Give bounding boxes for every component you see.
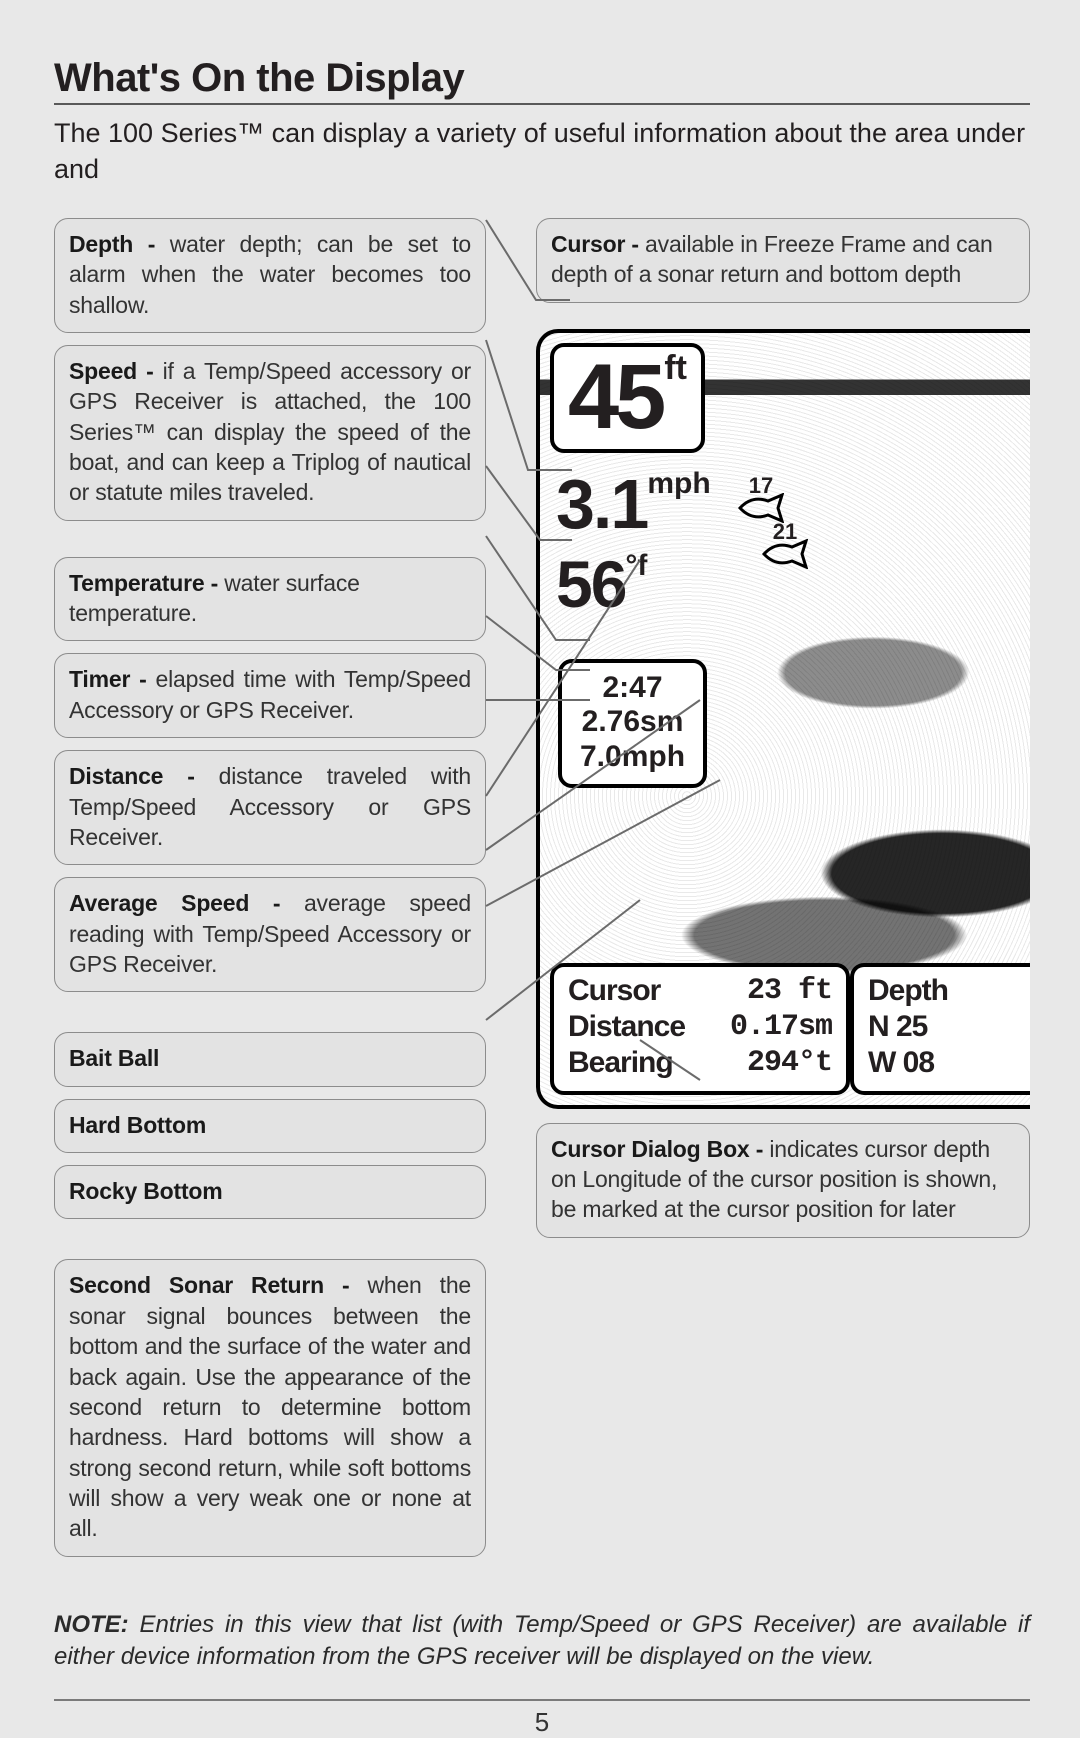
triplog-readout: 2:47 2.76sm 7.0mph [558, 659, 707, 789]
callout-cursor-dialog: Cursor Dialog Box - indicates cursor dep… [536, 1123, 1030, 1238]
triplog-avgspeed: 7.0mph [580, 740, 685, 775]
callout-timer: Timer - elapsed time with Temp/Speed Acc… [54, 653, 486, 738]
temp-value: 56 [556, 547, 625, 621]
callout-second-return: Second Sonar Return - when the sonar sig… [54, 1259, 486, 1556]
triplog-distance: 2.76sm [580, 705, 685, 740]
cursor-dialog-box: Cursor23 ft Distance0.17sm Bearing294°t … [550, 963, 1030, 1095]
fish-depth-label: 17 [738, 473, 784, 499]
rule-top [54, 103, 1030, 105]
callout-temperature: Temperature - water surface temperature. [54, 557, 486, 642]
callout-rocky-bottom: Rocky Bottom [54, 1165, 486, 1219]
temp-readout: 56°f [542, 547, 661, 623]
depth-readout: 45ft [550, 343, 705, 453]
cursor-panel-right: Depth N 25 W 08 [850, 963, 1030, 1095]
triplog-timer: 2:47 [580, 671, 685, 706]
callout-depth: Depth - water depth; can be set to alarm… [54, 218, 486, 333]
callout-avg-speed: Average Speed - average speed reading wi… [54, 877, 486, 992]
right-column: Cursor - available in Freeze Frame and c… [536, 218, 1030, 1569]
depth-unit: ft [664, 349, 687, 387]
footnote: NOTE: Entries in this view that list (wi… [54, 1609, 1030, 1674]
callout-speed: Speed - if a Temp/Speed accessory or GPS… [54, 345, 486, 521]
callout-distance: Distance - distance traveled with Temp/S… [54, 750, 486, 865]
speed-readout: 3.1mph [542, 465, 725, 545]
intro-text: The 100 Series™ can display a variety of… [54, 115, 1030, 188]
callout-hard-bottom: Hard Bottom [54, 1099, 486, 1153]
sonar-screen: 45ft 3.1mph 56°f 17 21 2:47 [536, 329, 1030, 1109]
fish-depth-label: 21 [762, 519, 808, 545]
sonar-screen-wrap: 45ft 3.1mph 56°f 17 21 2:47 [536, 329, 1030, 1109]
speed-unit: mph [647, 467, 710, 500]
speed-value: 3.1 [556, 465, 647, 543]
callout-bait-ball: Bait Ball [54, 1032, 486, 1086]
temp-unit: °f [625, 549, 647, 582]
cursor-panel-left: Cursor23 ft Distance0.17sm Bearing294°t [550, 963, 850, 1095]
page-number: 5 [54, 1707, 1030, 1738]
page-title: What's On the Display [54, 56, 1030, 101]
rule-bottom [54, 1699, 1030, 1701]
fish-icon: 21 [762, 539, 808, 569]
callouts-left-column: Depth - water depth; can be set to alarm… [54, 218, 486, 1569]
depth-value: 45 [568, 351, 662, 443]
callout-cursor: Cursor - available in Freeze Frame and c… [536, 218, 1030, 303]
